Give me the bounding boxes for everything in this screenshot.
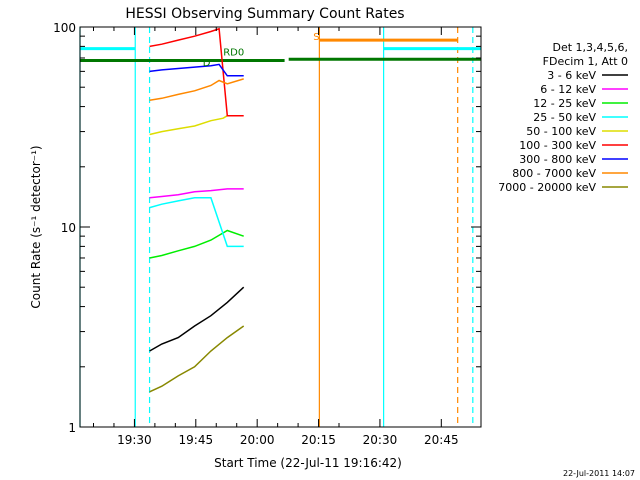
annotation-2: D bbox=[203, 58, 211, 69]
plot-annotations: S RD0 D bbox=[203, 32, 320, 69]
y-tick-label-0: 1 bbox=[68, 421, 76, 435]
x-tick-label-3: 20:15 bbox=[301, 433, 336, 447]
series-line-3 bbox=[149, 197, 244, 248]
x-tick-label-5: 20:45 bbox=[424, 433, 459, 447]
chart-title: HESSI Observing Summary Count Rates bbox=[125, 6, 404, 22]
annotation-0: S bbox=[313, 32, 319, 43]
legend-label-5: 100 - 300 keV bbox=[519, 139, 596, 152]
timestamp: 22-Jul-2011 14:07 bbox=[563, 469, 635, 478]
y-tick-label-2: 100 bbox=[53, 21, 76, 35]
legend-label-3: 25 - 50 keV bbox=[533, 111, 596, 124]
series-line-4 bbox=[149, 115, 228, 136]
series-line-5 bbox=[149, 27, 244, 117]
x-tick-label-4: 20:30 bbox=[363, 433, 398, 447]
legend: Det 1,3,4,5,6,FDecim 1, Att 03 - 6 keV6 … bbox=[498, 41, 628, 194]
annotation-1: RD0 bbox=[223, 48, 244, 59]
legend-label-6: 300 - 800 keV bbox=[519, 153, 596, 166]
legend-label-2: 12 - 25 keV bbox=[533, 97, 596, 110]
x-axis-label: Start Time (22-Jul-11 19:16:42) bbox=[214, 456, 402, 470]
x-tick-label-1: 19:45 bbox=[179, 433, 214, 447]
y-tick-label-1: 10 bbox=[61, 221, 76, 235]
series-line-2 bbox=[149, 229, 244, 259]
plot-lines bbox=[79, 27, 481, 427]
y-axis-ticks: 1 10 100 bbox=[53, 21, 481, 435]
x-axis-ticks: 19:30 19:45 20:00 20:15 20:30 20:45 bbox=[93, 27, 459, 447]
x-tick-label-0: 19:30 bbox=[117, 433, 152, 447]
series-line-1 bbox=[149, 188, 244, 199]
series-line-8 bbox=[149, 325, 245, 393]
legend-header-1: FDecim 1, Att 0 bbox=[543, 55, 628, 68]
plot-frame bbox=[79, 26, 482, 428]
legend-header-0: Det 1,3,4,5,6, bbox=[552, 41, 628, 54]
series-line-0 bbox=[149, 286, 245, 352]
legend-label-0: 3 - 6 keV bbox=[547, 69, 596, 82]
x-tick-label-2: 20:00 bbox=[240, 433, 275, 447]
y-axis-label: Count Rate (s⁻¹ detector⁻¹) bbox=[29, 145, 43, 308]
legend-label-8: 7000 - 20000 keV bbox=[498, 181, 596, 194]
plot-series bbox=[149, 27, 245, 393]
series-line-6 bbox=[149, 63, 244, 77]
series-line-7 bbox=[149, 78, 244, 102]
legend-label-7: 800 - 7000 keV bbox=[512, 167, 596, 180]
legend-label-4: 50 - 100 keV bbox=[526, 125, 596, 138]
legend-label-1: 6 - 12 keV bbox=[540, 83, 596, 96]
